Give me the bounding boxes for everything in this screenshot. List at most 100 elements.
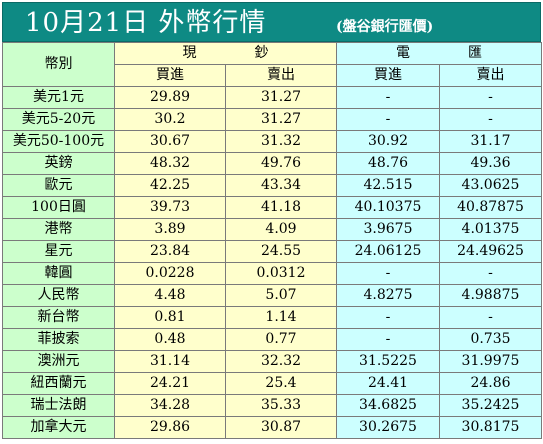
- currency-name-cell: 港幣: [2, 218, 115, 241]
- wire-buy-cell: 30.92: [336, 130, 440, 153]
- cash-buy-cell: 30.2: [114, 108, 226, 131]
- cash-buy-cell: 24.21: [114, 372, 226, 395]
- currency-name-cell: 美元5-20元: [2, 108, 115, 131]
- currency-name-cell: 韓圓: [2, 262, 115, 285]
- cash-sell-cell: 24.55: [225, 240, 337, 263]
- currency-name-cell: 澳洲元: [2, 350, 115, 373]
- wire-sell-header: 賣出: [439, 64, 542, 87]
- table-row: 歐元 42.25 43.34 42.515 43.0625: [2, 174, 542, 197]
- wire-sell-cell: -: [439, 108, 542, 131]
- cash-buy-cell: 0.48: [114, 328, 226, 351]
- cash-buy-cell: 34.28: [114, 394, 226, 417]
- cash-buy-cell: 31.14: [114, 350, 226, 373]
- wire-buy-cell: -: [336, 262, 440, 285]
- wire-buy-cell: 4.8275: [336, 284, 440, 307]
- currency-name-cell: 加拿大元: [2, 416, 115, 439]
- cash-buy-cell: 30.67: [114, 130, 226, 153]
- cash-buy-cell: 0.81: [114, 306, 226, 329]
- cash-header-char-1: 現: [182, 45, 197, 61]
- table-row: 菲披索 0.48 0.77-0.735: [2, 328, 542, 351]
- wire-buy-cell: 48.76: [336, 152, 440, 175]
- header-row-columns: 買進 賣出 買進 賣出: [3, 64, 542, 87]
- wire-buy-cell: 24.06125: [336, 240, 440, 263]
- wire-sell-cell: -: [439, 306, 542, 329]
- cash-sell-cell: 43.34: [225, 174, 337, 197]
- cash-buy-cell: 29.89: [114, 86, 226, 109]
- cash-sell-cell: 0.0312: [225, 262, 337, 285]
- wire-sell-cell: 30.8175: [439, 416, 542, 439]
- table-row: 美元1元 29.89 31.27- -: [2, 86, 542, 109]
- cash-sell-cell: 32.32: [225, 350, 337, 373]
- wire-buy-cell: 34.6825: [336, 394, 440, 417]
- cash-sell-cell: 4.09: [225, 218, 337, 241]
- cash-group-header: 現鈔: [114, 42, 337, 65]
- table-row: 瑞士法朗 34.28 35.33 34.6825 35.2425: [2, 394, 542, 417]
- wire-buy-cell: -: [336, 306, 440, 329]
- wire-sell-cell: -: [439, 262, 542, 285]
- wire-buy-header: 買進: [336, 64, 440, 87]
- cash-sell-cell: 30.87: [225, 416, 337, 439]
- currency-name-cell: 菲披索: [2, 328, 115, 351]
- wire-buy-cell: 3.9675: [336, 218, 440, 241]
- wire-sell-cell: 35.2425: [439, 394, 542, 417]
- table-row: 加拿大元 29.86 30.87 30.2675 30.8175: [2, 416, 542, 439]
- table-row: 港幣 3.89 4.09 3.9675 4.01375: [2, 218, 542, 241]
- table-row: 美元5-20元 30.2 31.27- -: [2, 108, 542, 131]
- page-title: 10月21日 外幣行情: [25, 8, 267, 38]
- cash-buy-cell: 4.48: [114, 284, 226, 307]
- table-row: 星元 23.84 24.55 24.06125 24.49625: [2, 240, 542, 263]
- cash-header-char-2: 鈔: [254, 45, 269, 61]
- currency-name-cell: 人民幣: [2, 284, 115, 307]
- wire-sell-cell: 49.36: [439, 152, 542, 175]
- currency-header: 幣別: [2, 42, 115, 87]
- cash-sell-header: 賣出: [225, 64, 337, 87]
- wire-buy-cell: 31.5225: [336, 350, 440, 373]
- table-row: 紐西蘭元 24.21 25.4 24.41 24.86: [2, 372, 542, 395]
- wire-sell-cell: 31.17: [439, 130, 542, 153]
- wire-buy-cell: -: [336, 86, 440, 109]
- currency-name-cell: 紐西蘭元: [2, 372, 115, 395]
- table-row: 100日圓 39.73 41.18 40.10375 40.87875: [2, 196, 542, 219]
- cash-sell-cell: 1.14: [225, 306, 337, 329]
- currency-name-cell: 英鎊: [2, 152, 115, 175]
- wire-header-char-1: 電: [396, 45, 410, 61]
- currency-name-cell: 瑞士法朗: [2, 394, 115, 417]
- wire-buy-cell: 24.41: [336, 372, 440, 395]
- wire-sell-cell: 40.87875: [439, 196, 542, 219]
- cash-buy-cell: 3.89: [114, 218, 226, 241]
- table-row: 韓圓 0.0228 0.0312- -: [2, 262, 542, 285]
- currency-name-cell: 美元1元: [2, 86, 115, 109]
- cash-sell-cell: 31.32: [225, 130, 337, 153]
- wire-group-header: 電匯: [336, 42, 542, 65]
- table-row: 澳洲元 31.14 32.32 31.5225 31.9975: [2, 350, 542, 373]
- wire-sell-cell: 4.01375: [439, 218, 542, 241]
- cash-buy-cell: 39.73: [114, 196, 226, 219]
- table-row: 美元50-100元 30.67 31.32 30.92 31.17: [2, 130, 542, 153]
- cash-sell-cell: 31.27: [225, 108, 337, 131]
- cash-sell-cell: 25.4: [225, 372, 337, 395]
- rates-table: 幣別 現鈔 電匯 買進 賣出 買進 賣出 美元1元 29.89 31.27- - 美元5…: [2, 42, 542, 439]
- header-row-groups: 幣別 現鈔 電匯: [2, 42, 542, 87]
- title-bar: 10月21日 外幣行情 (盤谷銀行匯價): [2, 2, 541, 42]
- wire-buy-cell: 40.10375: [336, 196, 440, 219]
- wire-buy-cell: -: [336, 108, 440, 131]
- rates-body: 美元1元 29.89 31.27- - 美元5-20元 30.2 31.27- - 美元50-1…: [2, 86, 542, 439]
- table-row: 新台幣 0.81 1.14- -: [2, 306, 542, 329]
- cash-sell-cell: 41.18: [225, 196, 337, 219]
- wire-sell-cell: 31.9975: [439, 350, 542, 373]
- cash-buy-cell: 29.86: [114, 416, 226, 439]
- wire-sell-cell: 24.49625: [439, 240, 542, 263]
- currency-name-cell: 100日圓: [2, 196, 115, 219]
- cash-sell-cell: 0.77: [225, 328, 337, 351]
- cash-sell-cell: 5.07: [225, 284, 337, 307]
- wire-sell-cell: 24.86: [439, 372, 542, 395]
- cash-buy-cell: 48.32: [114, 152, 226, 175]
- cash-sell-cell: 31.27: [225, 86, 337, 109]
- cash-sell-cell: 35.33: [225, 394, 337, 417]
- wire-buy-cell: 42.515: [336, 174, 440, 197]
- cash-buy-cell: 42.25: [114, 174, 226, 197]
- wire-buy-cell: -: [336, 328, 440, 351]
- bank-source-label: (盤谷銀行匯價): [336, 19, 434, 35]
- currency-name-cell: 美元50-100元: [2, 130, 115, 153]
